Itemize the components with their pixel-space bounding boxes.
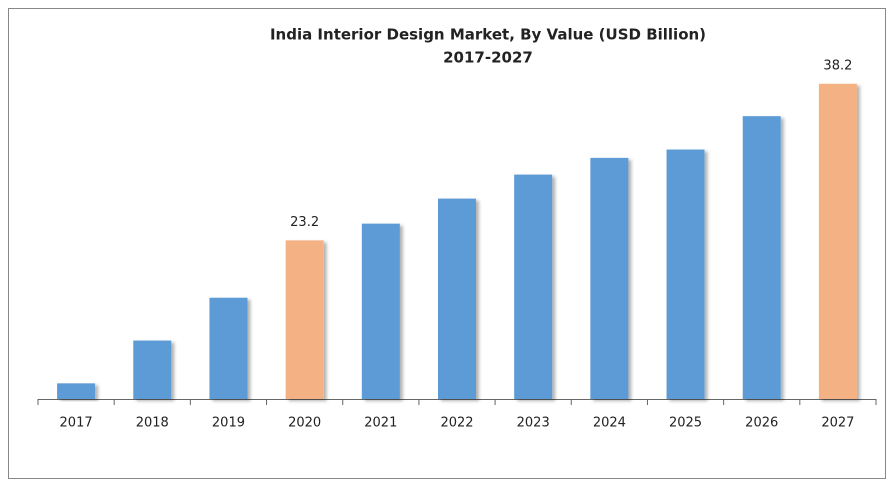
bar — [818, 83, 857, 399]
x-tick-label: 2021 — [364, 416, 397, 431]
bar — [361, 223, 400, 399]
x-tick-label: 2025 — [669, 416, 702, 431]
bar — [742, 116, 781, 400]
data-label: 23.2 — [290, 215, 319, 230]
data-label: 38.2 — [823, 58, 852, 73]
x-tick-label: 2019 — [212, 416, 245, 431]
bar — [514, 174, 553, 399]
x-tick-label: 2020 — [288, 416, 321, 431]
bar — [57, 383, 96, 399]
x-tick-label: 2024 — [593, 416, 626, 431]
bar — [133, 340, 172, 399]
bar — [590, 157, 629, 399]
x-tick-label: 2017 — [60, 416, 93, 431]
bar — [209, 297, 248, 399]
x-tick-label: 2026 — [745, 416, 778, 431]
x-tick-label: 2018 — [136, 416, 169, 431]
x-tick-label: 2022 — [440, 416, 473, 431]
x-tick-label: 2027 — [821, 416, 854, 431]
bar — [285, 240, 324, 399]
bar — [438, 198, 476, 399]
chart-title: India Interior Design Market, By Value (… — [270, 26, 706, 44]
x-tick-label: 2023 — [517, 416, 550, 431]
bar — [666, 149, 705, 399]
chart-subtitle: 2017-2027 — [443, 49, 533, 67]
